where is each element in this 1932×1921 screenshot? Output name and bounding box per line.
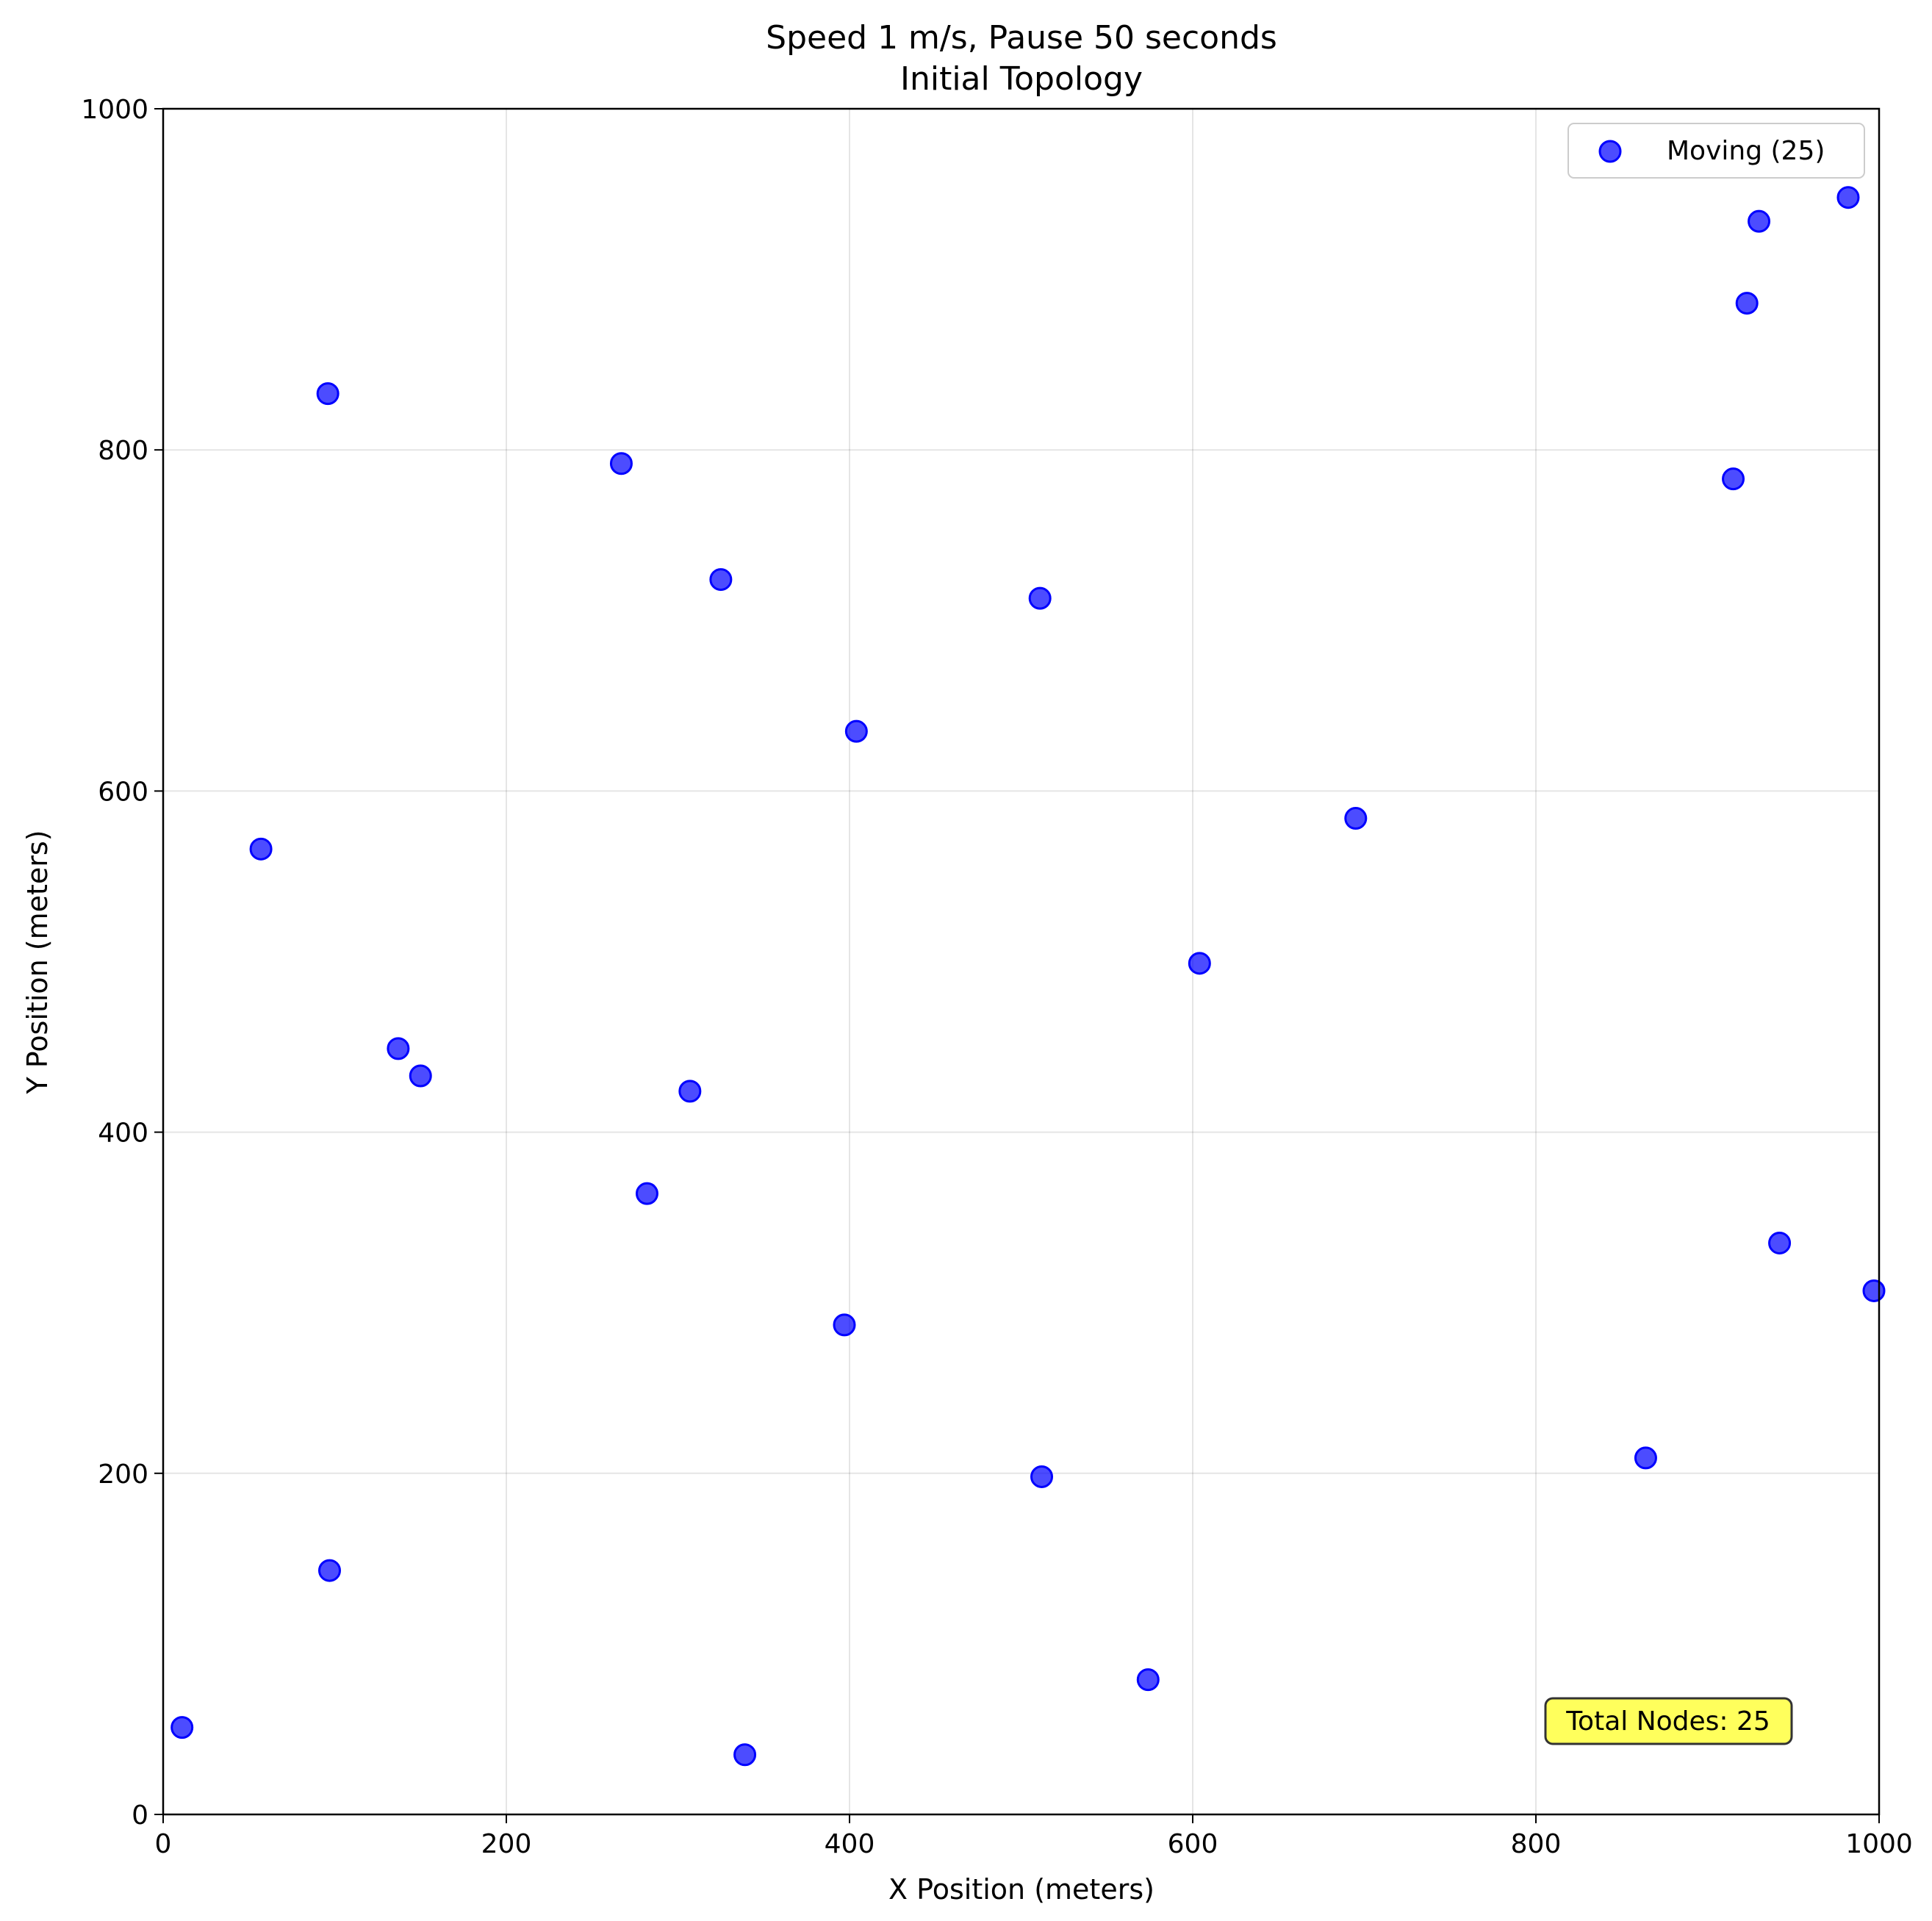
chart-title-line2: Initial Topology — [900, 60, 1143, 98]
legend: Moving (25) — [1567, 123, 1865, 179]
data-point — [709, 568, 733, 592]
data-point — [1722, 467, 1745, 491]
y-tick-label: 600 — [98, 777, 148, 807]
x-tick-label: 0 — [155, 1829, 172, 1859]
total-nodes-annotation: Total Nodes: 25 — [1544, 1697, 1793, 1745]
data-point — [316, 382, 340, 406]
data-point — [833, 1313, 856, 1337]
data-point — [170, 1716, 194, 1739]
y-tick-label: 800 — [98, 436, 148, 466]
data-point — [1634, 1446, 1657, 1470]
data-point — [635, 1182, 658, 1205]
data-point — [678, 1080, 702, 1103]
legend-box — [1567, 123, 1865, 179]
x-axis-label: X Position (meters) — [888, 1873, 1154, 1906]
data-point — [733, 1743, 757, 1767]
data-point — [1188, 952, 1211, 975]
legend-marker — [1598, 140, 1622, 163]
x-tick-label: 200 — [481, 1829, 532, 1859]
axis-ticks: 0 200 400 600 800 1000 0 200 400 600 800 1000 — [81, 95, 1912, 1859]
data-point — [1735, 292, 1759, 315]
x-tick-label: 400 — [825, 1829, 875, 1859]
annotation-box — [1544, 1697, 1793, 1745]
data-point — [249, 837, 273, 861]
y-tick-label: 0 — [132, 1800, 148, 1831]
data-point — [1836, 186, 1860, 209]
data-point — [1136, 1668, 1160, 1692]
y-tick-label: 200 — [98, 1459, 148, 1490]
data-point — [1344, 807, 1368, 830]
data-point — [1862, 1279, 1886, 1302]
data-point — [409, 1064, 432, 1088]
data-points — [170, 186, 1886, 1767]
plot-frame — [162, 107, 1881, 1816]
chart-title-line1: Speed 1 m/s, Pause 50 seconds — [766, 19, 1277, 57]
y-axis-label: Y Position (meters) — [21, 830, 54, 1094]
y-tick-label: 1000 — [81, 95, 148, 125]
x-tick-label: 1000 — [1845, 1829, 1913, 1859]
x-tick-label: 600 — [1168, 1829, 1218, 1859]
data-point — [609, 452, 633, 475]
y-tick-label: 400 — [98, 1119, 148, 1149]
data-point — [1030, 1465, 1054, 1488]
data-point — [387, 1037, 410, 1060]
x-tick-label: 800 — [1511, 1829, 1562, 1859]
annotation-text: Total Nodes: 25 — [1565, 1706, 1770, 1737]
legend-entry-moving: Moving (25) — [1667, 136, 1825, 166]
data-point — [1748, 209, 1771, 233]
data-point — [1768, 1231, 1792, 1254]
data-point — [1028, 586, 1052, 610]
data-point — [844, 719, 868, 743]
data-point — [317, 1559, 341, 1582]
